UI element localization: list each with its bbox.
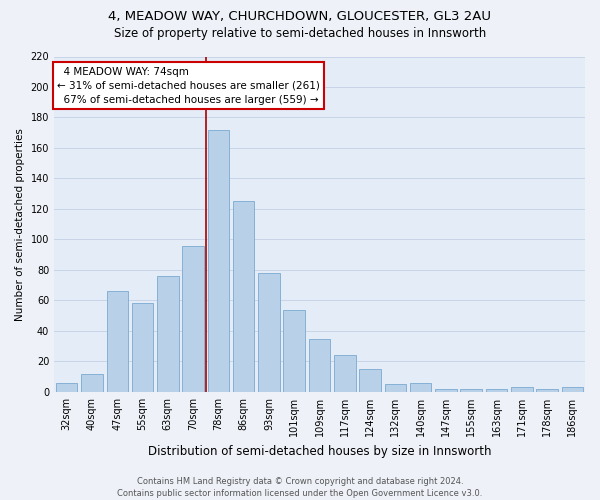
Text: 4, MEADOW WAY, CHURCHDOWN, GLOUCESTER, GL3 2AU: 4, MEADOW WAY, CHURCHDOWN, GLOUCESTER, G… <box>109 10 491 23</box>
Text: Contains HM Land Registry data © Crown copyright and database right 2024.
Contai: Contains HM Land Registry data © Crown c… <box>118 476 482 498</box>
Bar <box>359 369 381 392</box>
Bar <box>460 389 482 392</box>
Bar <box>536 389 558 392</box>
Bar <box>81 374 103 392</box>
Bar <box>107 292 128 392</box>
Bar <box>182 246 204 392</box>
Bar <box>157 276 179 392</box>
Bar <box>486 389 507 392</box>
Text: Size of property relative to semi-detached houses in Innsworth: Size of property relative to semi-detach… <box>114 28 486 40</box>
Bar <box>283 310 305 392</box>
Bar <box>385 384 406 392</box>
Bar <box>435 389 457 392</box>
Bar <box>132 304 153 392</box>
Bar <box>233 202 254 392</box>
Text: 4 MEADOW WAY: 74sqm  
← 31% of semi-detached houses are smaller (261)
  67% of s: 4 MEADOW WAY: 74sqm ← 31% of semi-detach… <box>56 66 320 104</box>
Bar <box>334 356 356 392</box>
Bar <box>208 130 229 392</box>
Y-axis label: Number of semi-detached properties: Number of semi-detached properties <box>15 128 25 320</box>
Bar <box>56 383 77 392</box>
Bar <box>511 388 533 392</box>
Bar <box>410 383 431 392</box>
Bar <box>309 338 330 392</box>
Bar <box>258 273 280 392</box>
X-axis label: Distribution of semi-detached houses by size in Innsworth: Distribution of semi-detached houses by … <box>148 444 491 458</box>
Bar <box>562 388 583 392</box>
